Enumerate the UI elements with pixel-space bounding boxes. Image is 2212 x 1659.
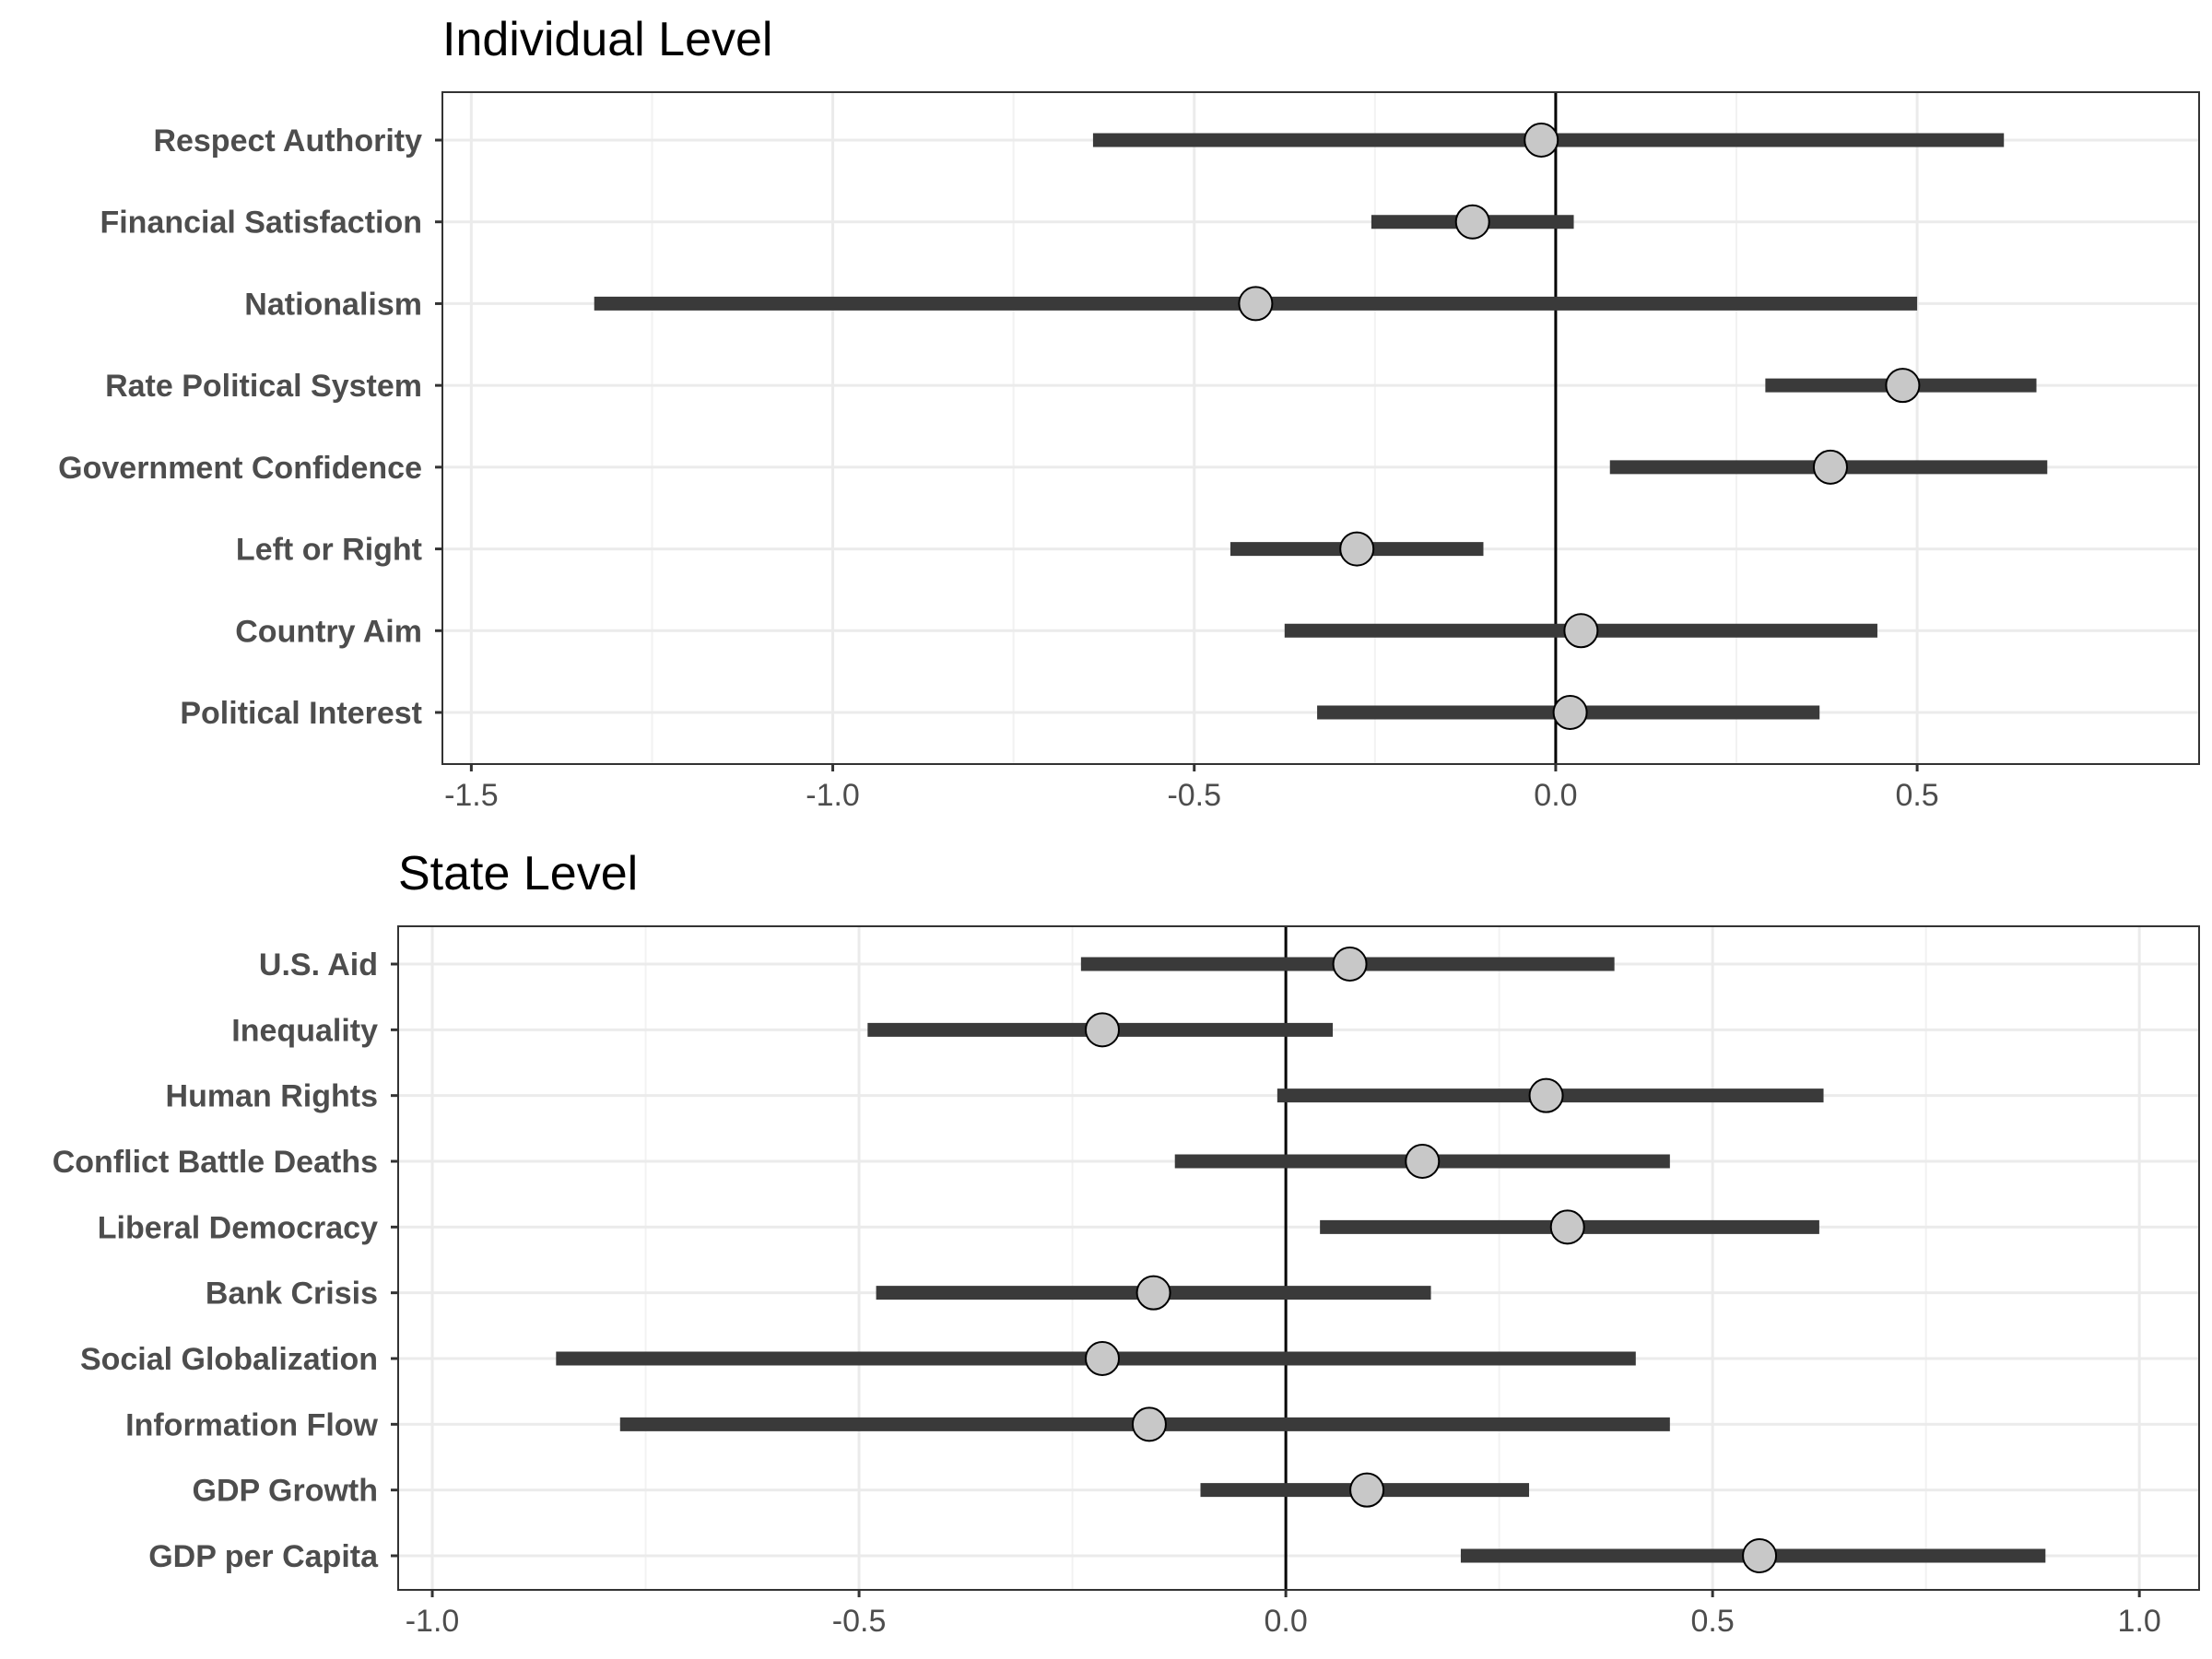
- x-tick-label: -0.5: [1167, 778, 1221, 813]
- estimate-point: [1812, 449, 1848, 485]
- y-tick-label: Bank Crisis: [206, 1277, 378, 1312]
- y-tick-label: Financial Satisfaction: [100, 206, 422, 241]
- estimate-point: [1405, 1144, 1441, 1179]
- y-tick-label: Nationalism: [244, 287, 422, 322]
- x-tick-label: 0.0: [1534, 778, 1577, 813]
- y-tick-label: Conflict Battle Deaths: [53, 1145, 378, 1180]
- estimate-point: [1528, 1077, 1564, 1113]
- y-tick-label: Inequality: [231, 1013, 378, 1048]
- estimate-point: [1742, 1538, 1778, 1573]
- estimate-point: [1238, 286, 1274, 322]
- y-tick-label: Left or Right: [236, 533, 422, 568]
- estimate-point: [1349, 1472, 1385, 1508]
- y-tick-label: Human Rights: [166, 1079, 378, 1114]
- panel-border: [441, 91, 2200, 765]
- estimate-point: [1524, 123, 1559, 158]
- x-tick-label: -1.5: [444, 778, 499, 813]
- y-tick-label: Country Aim: [235, 614, 422, 649]
- x-tick-label: -0.5: [832, 1604, 887, 1639]
- x-tick-label: 0.0: [1264, 1604, 1307, 1639]
- panel-title: Individual Level: [442, 13, 772, 66]
- x-tick-label: 0.5: [1895, 778, 1938, 813]
- estimate-point: [1549, 1209, 1585, 1245]
- panel-border: [397, 925, 2200, 1591]
- estimate-point: [1085, 1012, 1121, 1048]
- x-tick-label: -1.0: [806, 778, 860, 813]
- panel-title: State Level: [398, 847, 638, 900]
- estimate-point: [1135, 1275, 1171, 1311]
- x-tick-label: -1.0: [406, 1604, 460, 1639]
- panel-state-level: State Level U.S. Aid Inequality Human Righ…: [53, 847, 2200, 1639]
- estimate-point: [1131, 1406, 1167, 1442]
- y-tick-label: Social Globalization: [80, 1342, 378, 1377]
- y-tick-label: Government Confidence: [58, 451, 422, 486]
- estimate-point: [1885, 368, 1921, 404]
- y-tick-label: Respect Authority: [153, 124, 422, 159]
- estimate-point: [1085, 1341, 1121, 1376]
- estimate-point: [1332, 947, 1368, 982]
- y-tick-label: U.S. Aid: [259, 947, 378, 982]
- estimate-point: [1563, 613, 1599, 649]
- y-tick-label: Information Flow: [125, 1407, 378, 1442]
- y-tick-label: GDP per Capita: [148, 1539, 379, 1574]
- estimate-point: [1454, 204, 1490, 240]
- estimate-point: [1339, 531, 1375, 567]
- y-tick-label: Liberal Democracy: [98, 1210, 378, 1245]
- x-tick-label: 0.5: [1691, 1604, 1735, 1639]
- y-tick-label: Political Interest: [180, 696, 422, 731]
- estimate-point: [1552, 695, 1588, 730]
- y-tick-label: Rate Political System: [105, 369, 422, 404]
- x-tick-label: 1.0: [2118, 1604, 2161, 1639]
- y-tick-label: GDP Growth: [193, 1474, 379, 1509]
- panel-individual-level: Individual Level Respect Authority Financ…: [58, 13, 2200, 813]
